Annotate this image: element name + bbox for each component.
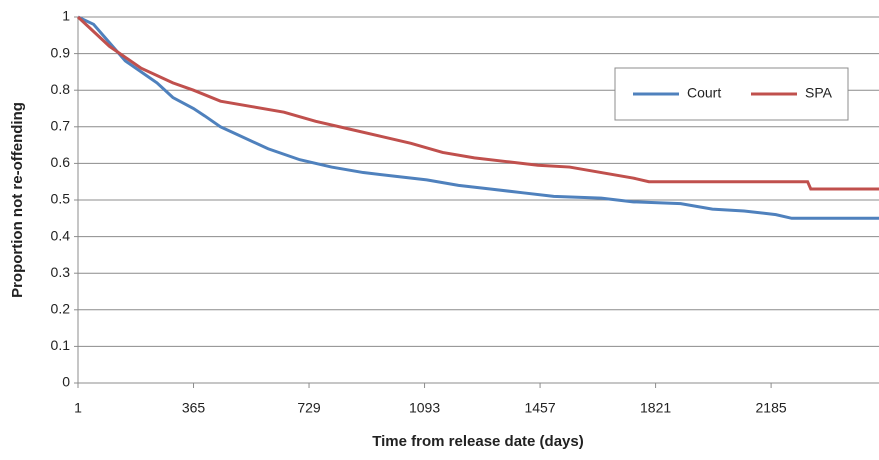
- x-tick-label: 1093: [409, 400, 440, 416]
- legend-label: Court: [687, 85, 721, 101]
- x-tick-label: 365: [182, 400, 206, 416]
- x-tick-label: 1821: [640, 400, 671, 416]
- x-tick-label: 729: [297, 400, 321, 416]
- y-tick-label: 0.7: [51, 118, 71, 134]
- y-tick-label: 1: [62, 8, 70, 24]
- x-tick-label: 1: [74, 400, 82, 416]
- y-axis-title: Proportion not re-offending: [9, 102, 26, 298]
- x-tick-label: 1457: [524, 400, 555, 416]
- y-tick-label: 0.1: [51, 337, 71, 353]
- y-tick-label: 0.2: [51, 301, 71, 317]
- x-axis-title: Time from release date (days): [372, 433, 583, 450]
- series-line: [76, 15, 879, 191]
- x-tick-label: 2185: [756, 400, 787, 416]
- y-tick-label: 0.4: [51, 227, 71, 243]
- y-tick-label: 0.6: [51, 154, 71, 170]
- y-tick-label: 0.5: [51, 191, 71, 207]
- y-tick-label: 0.9: [51, 44, 71, 60]
- y-tick-label: 0: [62, 374, 70, 390]
- y-tick-label: 0.8: [51, 81, 71, 97]
- series-line: [77, 15, 879, 220]
- legend-label: SPA: [805, 85, 833, 101]
- y-tick-label: 0.3: [51, 264, 71, 280]
